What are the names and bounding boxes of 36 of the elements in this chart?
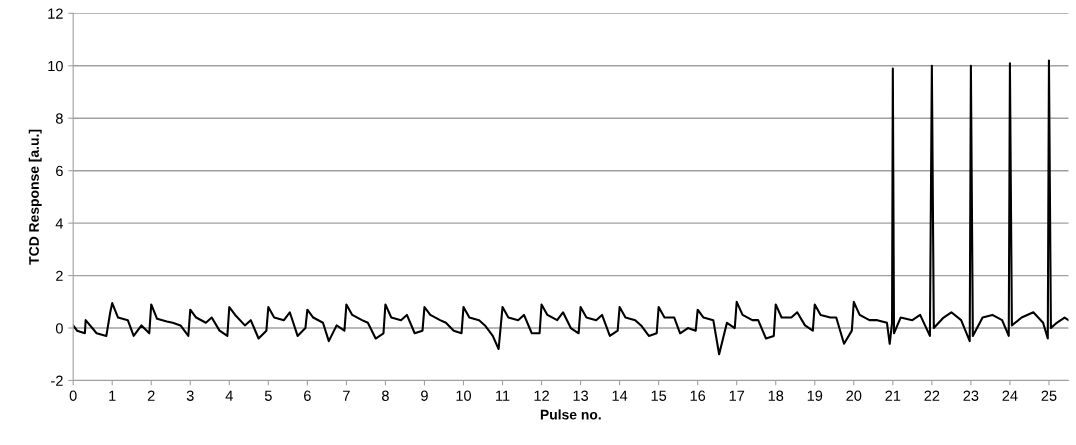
x-tick-label: 6 [304,390,311,401]
y-tick-label: 10 [48,60,63,72]
x-tick-label: 0 [69,390,77,401]
x-tick-label: 5 [264,390,272,401]
y-tick-label: 4 [55,218,64,229]
y-tick-label: 6 [56,165,63,177]
x-tick-label: 14 [612,390,628,401]
x-tick-label: 16 [690,390,706,401]
x-tick-label: 4 [225,390,233,401]
x-tick-label: 9 [421,390,428,401]
x-tick-label: 19 [807,390,823,401]
x-tick-label: 10 [456,390,472,401]
x-tick-label: 22 [924,390,940,401]
x-tick-label: 11 [496,390,510,401]
x-axis-title: Pulse no. [540,409,601,420]
x-tick-label: 18 [768,390,784,401]
y-axis-title: TCD Response [a.u.] [28,129,42,265]
x-tick-label: 23 [963,390,979,401]
x-tick-label: 13 [573,390,589,401]
x-tick-label: 3 [186,390,194,401]
y-tick-label: 12 [48,8,63,19]
y-tick-label: 2 [56,270,63,281]
x-tick-label: 8 [382,390,389,401]
x-tick-label: 2 [147,390,155,401]
x-tick-label: 1 [109,390,116,401]
y-tick-label: 8 [55,113,63,124]
y-tick-label: -2 [51,375,63,386]
x-tick-label: 20 [846,390,862,401]
x-tick-label: 7 [343,390,350,401]
x-tick-label: 25 [1041,390,1057,401]
x-tick-label: 15 [651,390,667,401]
x-tick-label: 24 [1002,390,1018,401]
x-tick-label: 17 [729,390,745,401]
x-tick-label: 12 [534,390,549,401]
y-tick-label: 0 [55,323,63,334]
x-tick-label: 21 [885,390,901,401]
